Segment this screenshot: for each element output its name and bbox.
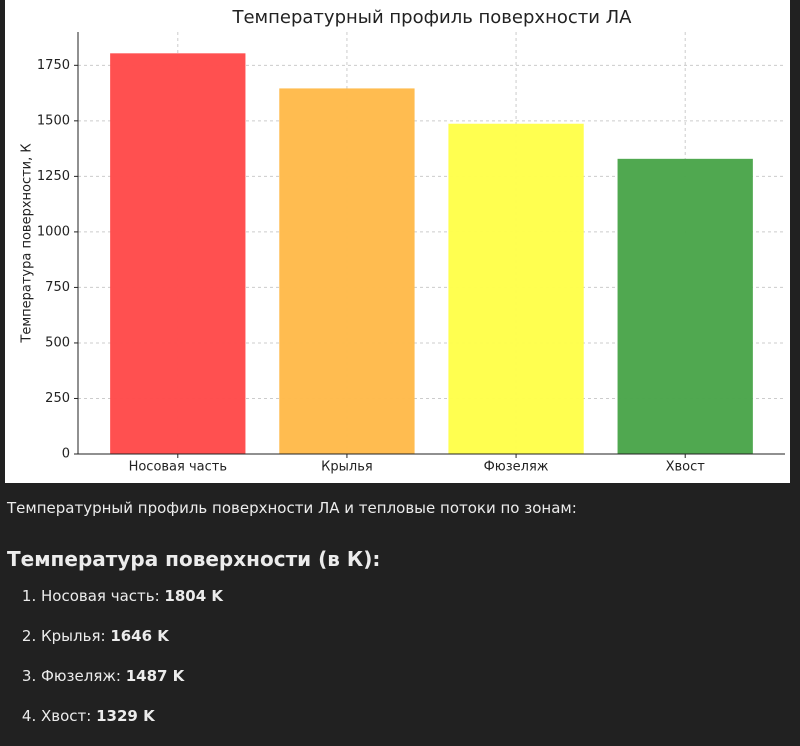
- item-label: Хвост:: [41, 707, 92, 725]
- y-tick-label: 1000: [37, 224, 70, 239]
- y-tick-label: 0: [62, 447, 70, 462]
- y-tick-label: 750: [45, 280, 70, 295]
- item-value: 1804 K: [164, 587, 224, 605]
- list-item: Фюзеляж: 1487 K: [41, 666, 793, 686]
- x-tick-label: Фюзеляж: [484, 460, 549, 475]
- bar: [110, 53, 246, 454]
- x-tick-label: Носовая часть: [129, 460, 227, 475]
- item-value: 1329 K: [96, 707, 155, 725]
- list-item: Хвост: 1329 K: [41, 706, 793, 726]
- y-tick-label: 1250: [37, 169, 70, 184]
- item-label: Фюзеляж:: [41, 667, 121, 685]
- list: Носовая часть: 1804 K Крылья: 1646 K Фюзел…: [7, 586, 793, 726]
- intro: Температурный профиль поверхности ЛА и т…: [7, 499, 577, 517]
- list-item: Крылья: 1646 K: [41, 626, 793, 646]
- item-value: 1646 K: [110, 627, 169, 645]
- y-tick-label: 1750: [37, 58, 70, 73]
- chart: Температурный профиль поверхности ЛА Тем…: [5, 0, 790, 483]
- y-axis-label: Температура поверхности, К: [20, 143, 35, 343]
- bar: [448, 123, 584, 454]
- item-label: Крылья:: [41, 627, 106, 645]
- chart-title: Температурный профиль поверхности ЛА: [231, 7, 632, 28]
- y-tick-label: 500: [45, 335, 70, 350]
- item-value: 1487 K: [125, 667, 185, 685]
- bar: [617, 158, 753, 455]
- y-tick-label: 250: [45, 391, 70, 406]
- list-item: Носовая часть: 1804 K: [41, 586, 793, 606]
- x-tick-label: Крылья: [321, 460, 373, 475]
- item-label: Носовая часть:: [41, 587, 160, 605]
- x-tick-label: Хвост: [666, 460, 706, 475]
- message: Температурный профиль поверхности ЛА и т…: [7, 496, 793, 746]
- heading: Температура поверхности (в К):: [7, 547, 381, 571]
- bar: [279, 88, 415, 454]
- y-tick-label: 1500: [37, 113, 70, 128]
